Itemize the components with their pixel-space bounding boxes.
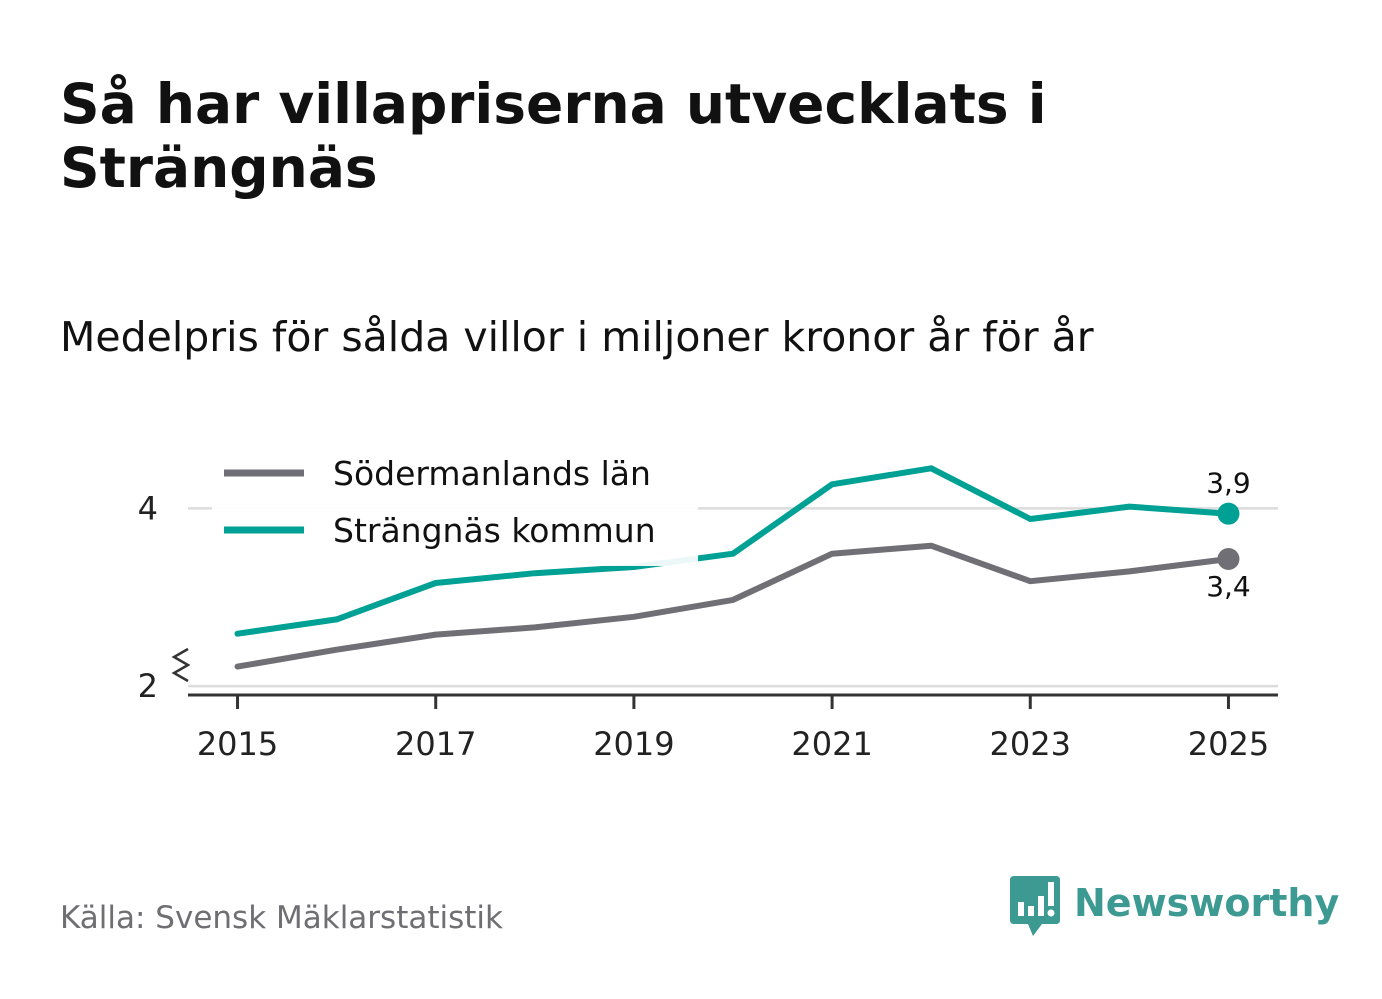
legend-label-0: Södermanlands län — [333, 454, 651, 493]
end-label-0: 3,4 — [1206, 570, 1251, 603]
chart-title: Så har villapriserna utvecklats i Sträng… — [60, 72, 1047, 200]
x-tick-label: 2021 — [791, 725, 872, 763]
brand-name: Newsworthy — [1074, 881, 1340, 925]
end-label-1: 3,9 — [1206, 467, 1251, 500]
newsworthy-logo-icon — [1010, 876, 1060, 936]
series-line-1 — [234, 465, 1232, 637]
series-lines — [234, 465, 1240, 670]
end-labels: 3,9 3,4 — [1206, 467, 1251, 603]
axes: 2 4 2015 2017 2019 2021 2023 2025 — [138, 489, 1278, 763]
x-tick-label: 2025 — [1188, 725, 1269, 763]
legend-label-1: Strängnäs kommun — [333, 511, 656, 550]
y-tick-label: 2 — [138, 667, 158, 705]
series-line-0 — [234, 542, 1232, 670]
series-end-point-1 — [1217, 502, 1240, 525]
legend-background — [212, 448, 698, 566]
axis-break-icon — [171, 647, 191, 683]
x-tick-label: 2017 — [395, 725, 476, 763]
y-tick-label: 4 — [138, 489, 158, 527]
chart-subtitle: Medelpris för sålda villor i miljoner kr… — [60, 313, 1094, 361]
x-tick-label: 2023 — [990, 725, 1071, 763]
series-end-point-0 — [1217, 548, 1240, 570]
x-tick-label: 2019 — [593, 725, 674, 763]
legend: Södermanlands län Strängnäs kommun — [212, 448, 698, 566]
x-tick-label: 2015 — [197, 725, 278, 763]
brand-logo: Newsworthy — [1010, 876, 1339, 942]
source-note: Källa: Svensk Mäklarstatistik — [60, 900, 503, 936]
